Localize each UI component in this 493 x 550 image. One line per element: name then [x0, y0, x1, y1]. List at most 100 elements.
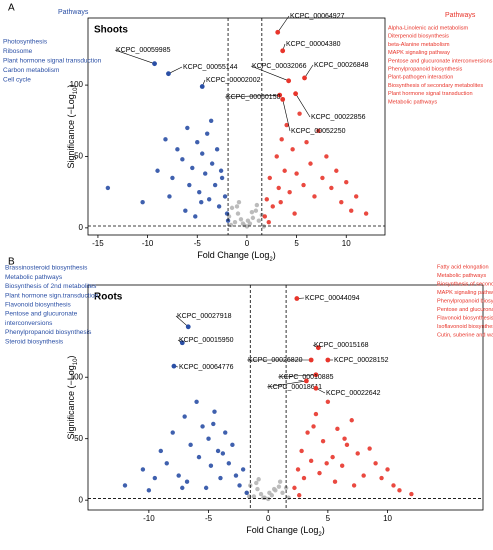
point — [329, 185, 334, 191]
annotation-leader — [266, 380, 307, 388]
annotation-label: KCPC_00015950 — [179, 337, 234, 344]
point — [176, 473, 181, 478]
point — [256, 477, 261, 482]
annotated-point — [286, 78, 292, 84]
annotated-point — [152, 61, 157, 67]
x-axis-label-part: ) — [273, 250, 276, 260]
annotation-leader — [168, 66, 183, 74]
pathway-item: Biosynthesis of 2nd metabolites — [5, 283, 97, 290]
pathway-item: Biosynthesis of secondary metabolites — [388, 83, 483, 89]
point — [185, 125, 190, 131]
x-axis-label: Fold Change (Log2) — [246, 525, 324, 537]
point — [295, 467, 301, 472]
point — [244, 224, 250, 229]
point — [180, 485, 185, 491]
point — [238, 217, 244, 222]
point — [230, 442, 235, 448]
point — [163, 137, 168, 142]
point — [203, 485, 209, 491]
point — [122, 483, 128, 488]
point — [367, 446, 372, 451]
point — [196, 454, 202, 460]
point — [206, 436, 211, 441]
point — [211, 421, 216, 427]
point — [223, 430, 228, 435]
panel-label: B — [8, 257, 15, 268]
annotation-label: KCPC_00018611 — [268, 384, 322, 391]
pathway-item: Plant hormone sign.transduction — [5, 292, 99, 299]
pathway-item: Plant-pathogen interaction — [388, 75, 453, 81]
pathway-item: Plant hormone signal transduction — [388, 91, 473, 97]
point — [261, 224, 267, 229]
annotated-point — [275, 29, 281, 35]
pathway-item: Metabolic pathways — [388, 99, 437, 105]
annotated-point — [166, 71, 171, 77]
point — [274, 154, 279, 159]
point — [200, 424, 205, 429]
pathway-item: Pentose and glucuronate — [5, 311, 78, 318]
point — [353, 194, 359, 199]
pathway-item: Cutin, suberine and wax biosynthesis — [437, 332, 493, 338]
annotation-label: KCPC_00026820 — [248, 357, 303, 364]
y-tick-label: 0 — [79, 495, 84, 504]
point — [167, 194, 172, 199]
pathway-item: Brassinosteroid biosynthesis — [5, 265, 88, 272]
point — [279, 137, 284, 142]
point — [301, 182, 306, 188]
x-axis-label-part: Fold Change (Log — [246, 525, 318, 535]
point — [256, 218, 262, 223]
point — [240, 467, 246, 472]
annotation-label: KCPC_00010885 — [279, 374, 334, 381]
point — [155, 168, 160, 173]
annotation-label: KCPC_00044094 — [305, 295, 360, 302]
y-tick-label: 100 — [70, 372, 84, 381]
y-axis-label-part: 10 — [73, 358, 79, 365]
point — [266, 219, 271, 225]
point — [199, 199, 204, 205]
point — [219, 175, 225, 181]
annotation-label: KCPC_00059985 — [116, 47, 171, 54]
pathway-item: Steroid biosynthesis — [5, 338, 64, 345]
point — [330, 454, 335, 460]
point — [344, 442, 350, 448]
point — [255, 486, 260, 492]
x-tick-label: -5 — [205, 514, 213, 523]
point — [284, 122, 289, 128]
point — [373, 461, 378, 466]
pathway-item: Pentose and glucuronate interconversions — [437, 307, 493, 313]
point — [180, 157, 185, 162]
x-tick-label: -10 — [143, 514, 155, 523]
point — [215, 448, 221, 454]
annotated-point — [171, 363, 177, 369]
pathway-item: MAPK signaling pathway — [437, 290, 493, 296]
pathway-item: Pentose and glucuronate interconversions — [388, 58, 493, 64]
y-tick-label: 50 — [74, 152, 83, 161]
plot-title: Shoots — [94, 25, 128, 36]
annotation-leader — [277, 15, 290, 33]
point — [349, 208, 354, 213]
x-tick-label: -10 — [142, 239, 154, 248]
annotated-point — [302, 75, 307, 81]
point — [324, 461, 329, 466]
point — [232, 219, 238, 225]
point — [209, 161, 215, 166]
point — [351, 483, 357, 488]
point — [146, 488, 152, 493]
pathway-item: Metabolic pathways — [437, 273, 486, 279]
pathway-item: Isoflavonoid biosynthesis — [437, 324, 493, 330]
annotation-leader — [282, 99, 291, 132]
point — [316, 128, 321, 133]
point — [294, 171, 299, 176]
point — [184, 479, 190, 484]
x-axis-label-part: 2 — [269, 257, 273, 263]
plot-frame — [87, 284, 484, 511]
point — [297, 493, 302, 498]
point — [251, 494, 257, 499]
annotated-point — [325, 357, 331, 363]
pathway-item: Flavonoid biosynthesis — [5, 302, 72, 309]
point — [312, 194, 317, 199]
point — [339, 463, 345, 468]
point — [170, 175, 175, 181]
pathway-item: Diterpenoid biosynthesis — [388, 34, 449, 40]
